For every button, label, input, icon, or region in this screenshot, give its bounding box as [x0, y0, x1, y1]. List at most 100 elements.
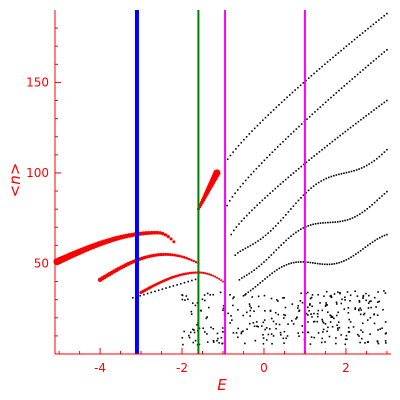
black-data-point	[270, 254, 273, 256]
black-data-point	[237, 252, 239, 254]
black-data-point	[264, 234, 267, 237]
black-data-point	[260, 162, 263, 164]
black-data-point	[359, 341, 361, 344]
black-data-point	[279, 331, 282, 334]
red-data-point	[218, 277, 221, 280]
black-data-point	[295, 261, 297, 264]
red-data-point	[166, 235, 170, 239]
black-data-point	[150, 291, 153, 294]
black-data-point	[266, 156, 268, 159]
black-data-point	[364, 30, 367, 32]
black-data-point	[352, 326, 355, 328]
black-data-point	[243, 275, 246, 278]
black-data-point	[262, 333, 264, 336]
black-data-point	[323, 295, 325, 297]
black-data-point	[297, 199, 300, 202]
black-data-point	[274, 311, 277, 314]
black-data-point	[202, 327, 204, 330]
black-data-point	[378, 236, 381, 239]
black-data-point	[318, 68, 321, 70]
black-data-point	[219, 291, 222, 294]
black-data-point	[283, 330, 286, 333]
black-data-point	[297, 261, 300, 263]
black-data-point	[299, 300, 302, 302]
red-data-point	[208, 273, 211, 276]
black-data-point	[266, 194, 269, 197]
x-tick-label: 2	[342, 361, 350, 375]
black-data-point	[373, 109, 375, 111]
black-data-point	[252, 170, 255, 173]
black-data-point	[381, 153, 383, 156]
black-data-point	[378, 300, 381, 303]
black-data-point	[314, 223, 317, 225]
black-data-point	[367, 307, 370, 309]
black-data-point	[373, 159, 376, 162]
black-data-point	[343, 260, 345, 262]
black-data-point	[325, 302, 327, 304]
black-data-point	[383, 192, 386, 195]
black-data-point	[317, 181, 320, 184]
black-data-point	[146, 292, 149, 295]
black-data-point	[295, 170, 297, 172]
black-data-point	[301, 301, 304, 304]
red-data-point	[178, 254, 182, 258]
black-data-point	[257, 305, 260, 308]
black-data-point	[203, 294, 206, 296]
black-data-point	[183, 281, 186, 284]
black-data-point	[280, 101, 283, 104]
black-data-point	[369, 333, 371, 335]
black-data-point	[232, 304, 234, 307]
black-data-point	[264, 278, 266, 280]
plot-area	[53, 10, 388, 354]
black-data-point	[338, 261, 340, 264]
black-data-point	[383, 151, 386, 153]
black-data-point	[353, 38, 356, 41]
black-data-point	[283, 342, 285, 344]
black-data-point	[383, 290, 385, 292]
black-data-point	[309, 343, 312, 345]
black-data-point	[346, 338, 348, 341]
black-data-point	[358, 299, 361, 302]
black-data-point	[232, 151, 234, 153]
red-data-point	[187, 257, 191, 261]
black-data-point	[327, 311, 329, 313]
black-data-point	[344, 296, 346, 299]
black-data-point	[335, 174, 338, 176]
black-data-point	[333, 263, 336, 265]
black-data-point	[336, 136, 339, 139]
black-data-point	[249, 244, 252, 247]
black-data-point	[272, 335, 275, 337]
black-data-point	[330, 315, 333, 317]
black-data-point	[206, 316, 208, 318]
black-data-point	[291, 303, 294, 305]
black-data-point	[250, 173, 252, 176]
black-data-point	[316, 153, 318, 155]
black-data-point	[344, 219, 346, 222]
black-data-point	[242, 314, 245, 317]
red-data-point	[216, 276, 219, 279]
black-data-point	[386, 49, 388, 51]
red-data-point	[186, 272, 190, 275]
black-data-point	[193, 329, 195, 331]
red-data-point	[213, 169, 221, 177]
red-data-point	[182, 272, 186, 276]
black-data-point	[238, 279, 241, 281]
black-data-point	[216, 332, 219, 335]
black-data-point	[362, 248, 364, 250]
black-data-point	[348, 318, 351, 321]
red-data-point	[157, 253, 161, 257]
black-data-point	[222, 307, 225, 310]
black-data-point	[244, 179, 247, 182]
black-data-point	[324, 341, 326, 343]
black-data-point	[344, 130, 347, 133]
black-data-point	[262, 236, 264, 239]
black-data-point	[358, 301, 361, 303]
black-data-point	[320, 180, 323, 182]
black-data-point	[345, 334, 348, 337]
black-data-point	[268, 256, 270, 259]
black-data-point	[337, 329, 339, 331]
black-data-point	[191, 302, 194, 304]
black-data-point	[295, 128, 298, 130]
black-data-point	[348, 43, 350, 45]
black-data-point	[325, 304, 327, 306]
